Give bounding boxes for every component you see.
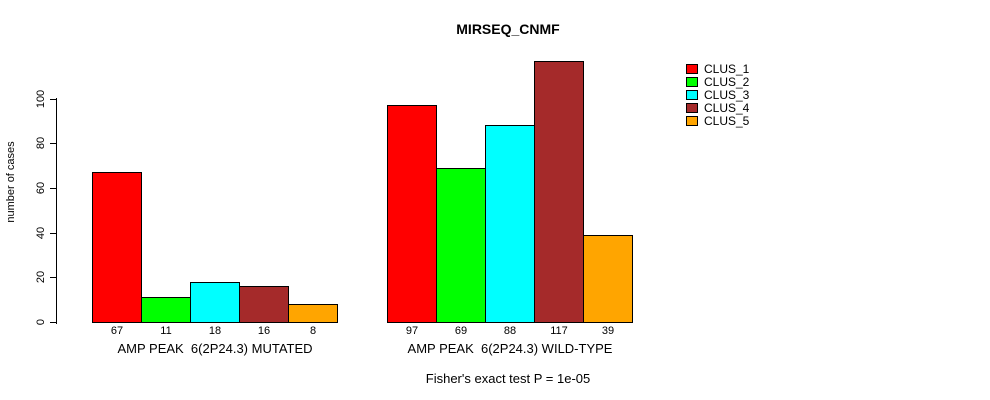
bar-value-label: 16 [257,325,271,337]
bar-value-label: 69 [454,325,468,337]
fisher-exact-test-annotation: Fisher's exact test P = 1e-05 [425,371,591,386]
legend-label: CLUS_5 [704,113,750,128]
bar-clus_3-group2 [485,125,535,323]
bar-value-label: 11 [160,325,172,337]
y-axis-tick-label: 80 [35,136,47,150]
legend-swatch [686,89,698,100]
y-axis-tick-label: 40 [35,226,47,240]
legend: CLUS_1 CLUS_2 CLUS_3 CLUS_4 CLUS_5 [686,61,750,128]
y-axis-tick-label: 100 [35,89,47,109]
bar-value-label: 88 [503,325,517,337]
legend-swatch [686,63,698,74]
bar-clus_2-group2 [436,168,486,323]
legend-item: CLUS_4 [686,100,750,115]
y-axis-label: number of cases [5,141,17,223]
group-label-mutated: AMP PEAK 6(2P24.3) MUTATED [117,341,313,356]
legend-item: CLUS_2 [686,74,750,89]
legend-label: CLUS_1 [704,61,750,76]
y-axis-tick-label: 60 [35,181,47,195]
y-axis-tick-label: 0 [35,318,47,326]
bar-clus_4-group2 [534,61,584,323]
legend-swatch [686,76,698,87]
y-axis-tick [50,143,57,144]
bar-clus_1-group1 [92,172,142,323]
y-axis-tick [50,188,57,189]
legend-swatch [686,115,698,126]
bar-value-label: 8 [309,325,317,337]
legend-label: CLUS_2 [704,74,750,89]
legend-item: CLUS_1 [686,61,750,76]
y-axis-tick [50,322,57,323]
legend-item: CLUS_3 [686,87,750,102]
y-axis-line [56,98,57,324]
y-axis-tick [50,99,57,100]
bar-value-label: 117 [550,325,568,337]
bar-value-label: 39 [601,325,615,337]
y-axis-tick [50,277,57,278]
chart-title: MIRSEQ_CNMF [456,21,560,37]
legend-label: CLUS_4 [704,100,750,115]
legend-item: CLUS_5 [686,113,750,128]
group-label-wild-type: AMP PEAK 6(2P24.3) WILD-TYPE [407,341,613,356]
bar-clus_1-group2 [387,105,437,323]
legend-swatch [686,102,698,113]
legend-label: CLUS_3 [704,87,750,102]
bar-value-label: 97 [405,325,419,337]
y-axis-tick-label: 20 [35,270,47,284]
bar-clus_5-group2 [583,235,633,323]
bar-clus_2-group1 [141,297,191,323]
bar-clus_4-group1 [239,286,289,323]
bar-value-label: 67 [110,325,124,337]
bar-value-label: 18 [208,325,222,337]
bar-clus_3-group1 [190,282,240,323]
y-axis-tick [50,233,57,234]
bar-clus_5-group1 [288,304,338,323]
